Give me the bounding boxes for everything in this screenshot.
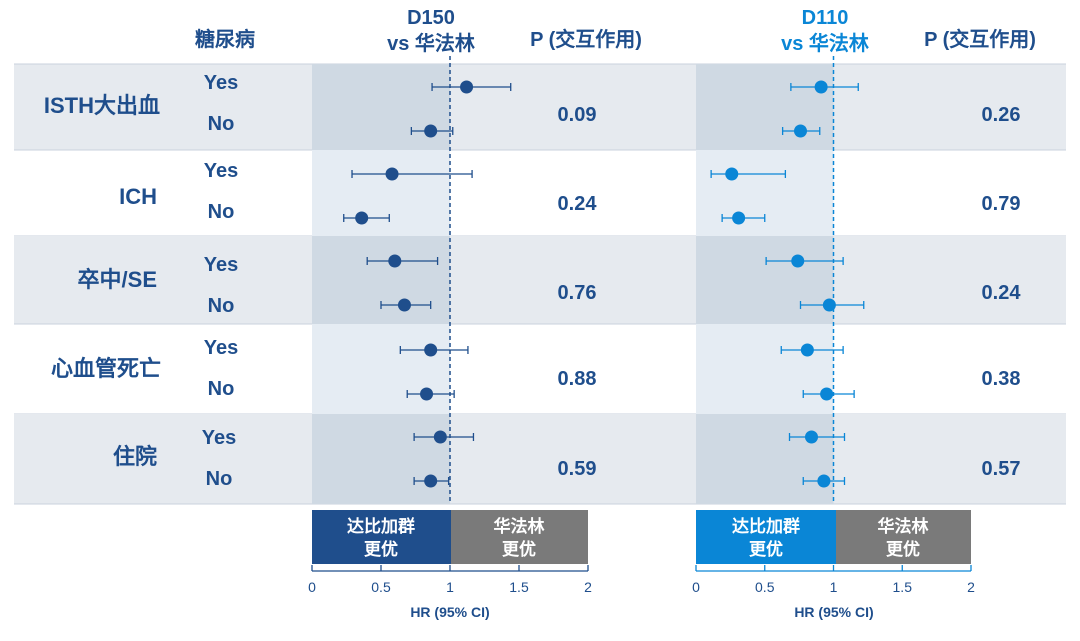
hr-point xyxy=(397,298,411,312)
panel2-x-axis-label: HR (95% CI) xyxy=(794,604,873,620)
panel1-x-axis-label: HR (95% CI) xyxy=(410,604,489,620)
panel1-favor-left-line1: 达比加群 xyxy=(347,516,415,536)
hr-point xyxy=(794,124,807,138)
favor-left-shading xyxy=(312,414,450,504)
level-label-no: No xyxy=(208,201,235,223)
outcome-label-hospitalization: 住院 xyxy=(113,444,157,469)
hr-point xyxy=(820,387,834,401)
panel2-p-header: P (交互作用) xyxy=(924,27,1036,51)
x-tick-label: 1 xyxy=(830,579,838,595)
panel1-title-line1: D150 xyxy=(407,7,455,29)
panel1-favor-left-box xyxy=(312,510,451,564)
panel1-p-value: 0.59 xyxy=(558,458,597,480)
panel2-favor-right-box xyxy=(836,510,971,564)
panel2-favor-right-line1: 华法林 xyxy=(878,516,929,536)
panel1-favor-right-line2: 更优 xyxy=(502,539,536,559)
panel2-favor-left-line1: 达比加群 xyxy=(732,516,800,536)
level-label-yes: Yes xyxy=(204,160,238,182)
favor-left-shading xyxy=(696,324,834,414)
hr-point xyxy=(822,298,836,312)
x-tick-label: 2 xyxy=(584,579,592,595)
reference-lines xyxy=(449,56,835,504)
panel2-title-line2: vs 华法林 xyxy=(781,31,869,55)
panel1-p-value: 0.76 xyxy=(558,282,597,304)
subgroup-header: 糖尿病 xyxy=(195,27,255,51)
x-tick-label: 2 xyxy=(967,579,975,595)
favor-left-shading xyxy=(696,64,834,150)
hr-point xyxy=(385,167,399,181)
level-label-no: No xyxy=(206,468,233,490)
panel1-p-value: 0.24 xyxy=(558,193,598,215)
panel1-p-value: 0.09 xyxy=(558,104,597,126)
level-label-no: No xyxy=(208,378,235,400)
x-tick-label: 1.5 xyxy=(509,579,529,595)
x-axes: 0 0.5 1 1.5 2 0 0.5 1 1.5 2 xyxy=(308,565,975,595)
row-band xyxy=(14,414,1066,504)
row-band xyxy=(14,64,1066,150)
hr-point xyxy=(800,343,814,357)
outcome-label-major-bleeding: ISTH大出血 xyxy=(44,93,160,118)
panel1-p-value: 0.88 xyxy=(558,368,597,390)
level-label-yes: Yes xyxy=(204,72,238,94)
hr-point xyxy=(388,254,402,268)
panel2-p-value: 0.38 xyxy=(982,368,1021,390)
x-tick-label: 0 xyxy=(308,579,316,595)
hr-point xyxy=(355,211,369,225)
x-tick-label: 0.5 xyxy=(755,579,775,595)
panel2-p-value: 0.24 xyxy=(982,282,1022,304)
forest-marks xyxy=(343,80,865,488)
panel1-favor-right-box xyxy=(451,510,588,564)
favor-left-shading xyxy=(312,150,450,236)
level-label-no: No xyxy=(208,295,235,317)
panel1-favor-left-line2: 更优 xyxy=(364,539,398,559)
hr-point xyxy=(805,430,818,444)
panel1-favor-right-line1: 华法林 xyxy=(494,516,545,536)
hr-point xyxy=(732,211,746,225)
favor-left-shading xyxy=(696,236,834,324)
level-label-no: No xyxy=(208,113,235,135)
favor-left-shading xyxy=(312,324,450,414)
favor-left-shading xyxy=(696,414,834,504)
favor-left-shading xyxy=(696,150,834,236)
outcome-label-cv-death: 心血管死亡 xyxy=(51,356,161,381)
panel2-p-value: 0.57 xyxy=(982,458,1021,480)
hr-point xyxy=(725,167,739,181)
x-tick-label: 1.5 xyxy=(893,579,913,595)
panel1-title-line2: vs 华法林 xyxy=(387,31,475,55)
panel2-favor-left-line2: 更优 xyxy=(749,539,783,559)
outcome-label-ich: ICH xyxy=(119,184,157,209)
hr-point xyxy=(433,430,447,444)
panel2-favor-right-line2: 更优 xyxy=(886,539,920,559)
panel2-p-value: 0.79 xyxy=(982,193,1021,215)
outcome-label-stroke-se: 卒中/SE xyxy=(78,267,157,292)
row-bands xyxy=(14,63,1066,505)
x-tick-label: 0 xyxy=(692,579,700,595)
panel2-p-value: 0.26 xyxy=(982,104,1021,126)
panel2-title-line1: D110 xyxy=(802,7,849,29)
x-tick-label: 1 xyxy=(446,579,454,595)
panel2-favor-left-box xyxy=(696,510,836,564)
hr-point xyxy=(424,343,438,357)
favor-left-shading xyxy=(312,236,450,324)
hr-point xyxy=(420,387,434,401)
hr-point xyxy=(817,474,831,488)
favor-shading xyxy=(312,64,834,504)
x-tick-label: 0.5 xyxy=(371,579,391,595)
hr-point xyxy=(424,474,438,488)
panel1-p-header: P (交互作用) xyxy=(530,27,642,51)
hr-point xyxy=(791,254,805,268)
hr-point xyxy=(814,80,828,94)
hr-point xyxy=(424,124,438,138)
level-label-yes: Yes xyxy=(202,427,236,449)
level-label-yes: Yes xyxy=(204,337,238,359)
hr-point xyxy=(460,80,474,94)
row-band xyxy=(14,236,1066,324)
level-label-yes: Yes xyxy=(204,254,238,276)
